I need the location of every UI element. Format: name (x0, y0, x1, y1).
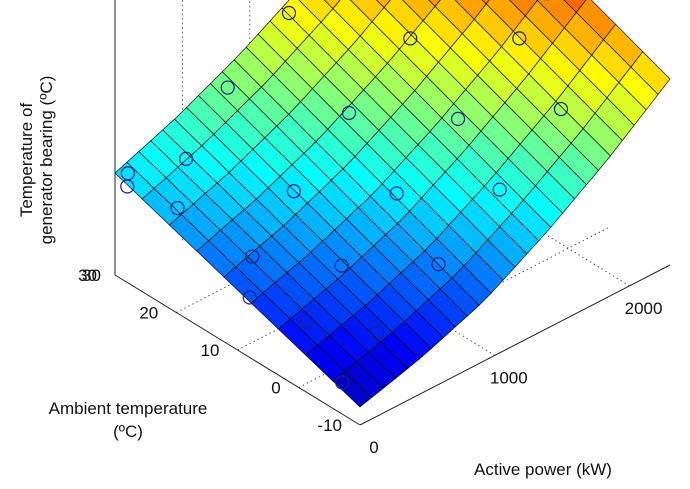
y-tick-label: 0 (271, 379, 280, 398)
data-marker (389, 186, 404, 201)
data-marker (403, 31, 418, 46)
data-marker (335, 375, 350, 390)
x-axis-label: Active power (kW) (474, 460, 612, 479)
surface-face (630, 51, 671, 95)
x-tick-label: 0 (369, 438, 378, 457)
data-marker (512, 31, 527, 46)
y-axis-line (114, 274, 361, 426)
x-tick-label: 2000 (625, 299, 663, 318)
y-axis-label-line1: Ambient temperature (49, 399, 208, 418)
surface-face (428, 0, 441, 7)
y-tick-label: 20 (139, 304, 158, 323)
y-tick-label: 10 (201, 341, 220, 360)
data-marker (492, 182, 507, 197)
data-marker (178, 151, 194, 166)
data-marker (299, 314, 314, 329)
data-marker (220, 80, 235, 95)
y-tick-label: -10 (317, 416, 342, 435)
data-marker (553, 101, 569, 117)
z-axis-label-line2: generator bearing (ºC) (37, 76, 56, 245)
data-marker (245, 249, 260, 264)
surface-face (481, 0, 490, 5)
axes (114, 0, 671, 426)
z-axis-label-line1: Temperature of (17, 103, 36, 218)
data-marker (242, 290, 257, 305)
data-marker (281, 5, 297, 21)
surface-face (323, 0, 341, 10)
data-marker (431, 257, 446, 272)
data-marker (341, 105, 357, 121)
data-marker (120, 166, 135, 181)
z-tick-label: 30 (82, 266, 101, 285)
y-tick-label: 30 (78, 266, 97, 285)
x-axis-line (359, 264, 671, 426)
data-marker (334, 258, 349, 273)
surface-mesh (114, 0, 671, 408)
data-marker (170, 200, 185, 216)
y-axis-label-line2: (ºC) (113, 422, 143, 441)
observation-markers (120, 0, 569, 390)
surface-face (376, 0, 391, 9)
data-marker (286, 184, 301, 199)
data-marker (370, 325, 385, 340)
data-marker (450, 111, 466, 127)
x-tick-label: 1000 (490, 368, 528, 387)
